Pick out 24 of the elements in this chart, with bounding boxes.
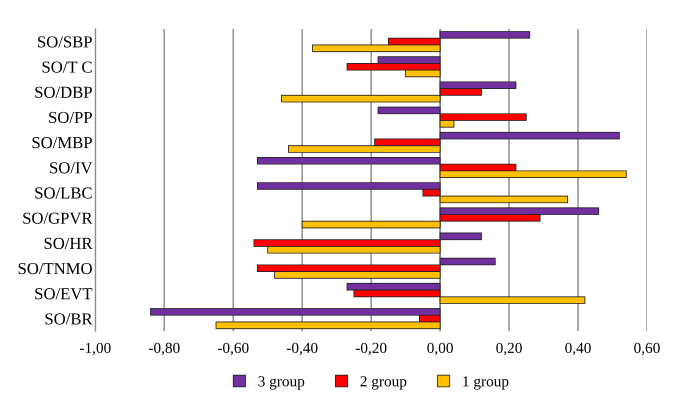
legend-label: 1 group [463,376,508,390]
x-tick-label: -0,20 [356,342,386,356]
y-tick-label: SO/EVT [35,288,92,300]
x-tick-label: -0,60 [218,342,249,356]
y-tick-label: SO/PP [49,112,92,124]
legend-label: 3 group [258,376,304,390]
y-tick-label: SO/LBC [35,187,92,199]
y-tick-label: SO/GPVR [23,212,93,224]
x-tick-label: -0,80 [148,342,180,356]
x-tick-label: 0,00 [427,342,453,356]
y-tick-label: SO/T C [42,62,92,73]
y-tick-label: SO/DBP [35,86,92,98]
x-tick-label: 0,20 [496,342,522,356]
y-tick-label: SO/MBP [32,137,92,148]
y-tick-label: SO/IV [50,162,92,174]
legend-label: 2 group [360,376,406,390]
x-tick-label: 0,40 [565,342,591,356]
y-tick-label: SO/TNMO [18,262,92,274]
x-tick-label: -1,00 [80,342,111,356]
y-tick-label: SO/HR [44,238,93,249]
x-tick-label: 0,60 [634,342,660,356]
y-tick-label: SO/BR [46,313,93,325]
y-tick-label: SO/SBP [38,36,92,48]
x-tick-label: -0,40 [286,342,318,356]
